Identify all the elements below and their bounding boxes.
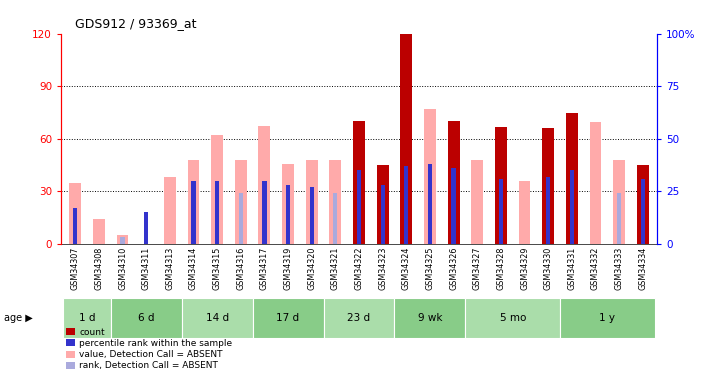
Bar — [377, 165, 388, 244]
Text: GSM34323: GSM34323 — [378, 246, 387, 290]
Bar — [401, 128, 412, 244]
Bar — [306, 160, 317, 244]
Bar — [262, 181, 266, 244]
Text: GSM34322: GSM34322 — [355, 246, 363, 290]
Text: GSM34326: GSM34326 — [449, 246, 458, 290]
Text: GSM34321: GSM34321 — [331, 246, 340, 290]
Bar — [353, 160, 365, 244]
Legend: count, percentile rank within the sample, value, Detection Call = ABSENT, rank, : count, percentile rank within the sample… — [65, 328, 232, 370]
Bar — [428, 164, 432, 244]
Bar — [73, 208, 78, 244]
Text: GDS912 / 93369_at: GDS912 / 93369_at — [75, 17, 197, 30]
Bar — [93, 219, 105, 244]
Bar — [428, 183, 432, 244]
Text: GSM34324: GSM34324 — [402, 246, 411, 290]
Text: GSM34316: GSM34316 — [236, 246, 246, 290]
Bar — [613, 160, 625, 244]
Bar — [569, 170, 574, 244]
Bar — [495, 126, 507, 244]
Bar — [144, 212, 149, 244]
Text: GSM34314: GSM34314 — [189, 246, 198, 290]
Bar — [333, 194, 337, 244]
Bar — [121, 237, 125, 244]
Text: GSM34334: GSM34334 — [638, 246, 648, 290]
Bar — [211, 135, 223, 244]
Bar — [164, 177, 176, 244]
Text: age ▶: age ▶ — [4, 313, 32, 323]
Text: GSM34332: GSM34332 — [591, 246, 600, 290]
Text: GSM34315: GSM34315 — [213, 246, 222, 290]
Bar — [401, 34, 412, 244]
Text: GSM34329: GSM34329 — [520, 246, 529, 290]
Bar — [640, 178, 645, 244]
Bar — [324, 298, 394, 338]
Text: 1 d: 1 d — [79, 313, 95, 323]
Text: GSM34310: GSM34310 — [118, 246, 127, 290]
Bar — [330, 160, 341, 244]
Bar — [286, 185, 290, 244]
Bar — [566, 112, 578, 244]
Bar — [353, 121, 365, 244]
Text: GSM34333: GSM34333 — [615, 246, 624, 290]
Bar — [187, 160, 200, 244]
Text: 6 d: 6 d — [138, 313, 154, 323]
Bar — [253, 298, 324, 338]
Text: 14 d: 14 d — [205, 313, 228, 323]
Text: GSM34307: GSM34307 — [70, 246, 80, 290]
Bar — [258, 126, 270, 244]
Text: GSM34330: GSM34330 — [544, 246, 553, 290]
Bar — [70, 183, 81, 244]
Text: GSM34325: GSM34325 — [426, 246, 434, 290]
Text: GSM34320: GSM34320 — [307, 246, 316, 290]
Bar — [282, 164, 294, 244]
Bar — [381, 185, 385, 244]
Bar — [617, 194, 621, 244]
Text: GSM34327: GSM34327 — [472, 246, 482, 290]
Bar — [499, 178, 503, 244]
Bar — [63, 298, 111, 338]
Bar — [518, 181, 531, 244]
Bar — [424, 110, 436, 244]
Bar — [452, 168, 456, 244]
Text: GSM34317: GSM34317 — [260, 246, 269, 290]
Text: GSM34308: GSM34308 — [94, 246, 103, 290]
Bar — [471, 160, 483, 244]
Bar — [589, 122, 602, 244]
Bar — [560, 298, 655, 338]
Text: GSM34331: GSM34331 — [567, 246, 577, 290]
Text: 23 d: 23 d — [348, 313, 370, 323]
Bar — [394, 298, 465, 338]
Bar — [542, 128, 554, 244]
Text: GSM34328: GSM34328 — [496, 246, 505, 290]
Bar — [116, 236, 129, 244]
Bar — [546, 177, 550, 244]
Bar — [191, 181, 195, 244]
Text: 5 mo: 5 mo — [500, 313, 526, 323]
Bar — [182, 298, 253, 338]
Bar — [215, 181, 219, 244]
Text: 1 y: 1 y — [600, 313, 615, 323]
Text: 17 d: 17 d — [276, 313, 299, 323]
Bar — [111, 298, 182, 338]
Bar — [357, 170, 361, 244]
Bar — [238, 194, 243, 244]
Bar — [637, 165, 648, 244]
Bar — [465, 298, 560, 338]
Text: 9 wk: 9 wk — [418, 313, 442, 323]
Text: GSM34313: GSM34313 — [165, 246, 174, 290]
Bar — [448, 121, 460, 244]
Text: GSM34311: GSM34311 — [141, 246, 151, 290]
Bar — [404, 166, 409, 244]
Bar — [309, 187, 314, 244]
Bar — [235, 160, 247, 244]
Text: GSM34319: GSM34319 — [284, 246, 292, 290]
